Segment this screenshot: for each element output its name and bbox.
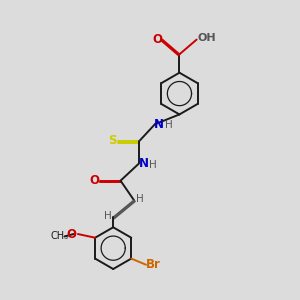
Text: O: O: [67, 227, 77, 241]
Text: OH: OH: [198, 33, 217, 43]
Text: N: N: [154, 118, 164, 131]
Text: Br: Br: [146, 258, 160, 271]
Text: CH₃: CH₃: [50, 232, 69, 242]
Text: O: O: [89, 174, 99, 187]
Text: S: S: [109, 134, 117, 147]
Text: N: N: [138, 157, 148, 170]
Text: H: H: [136, 194, 143, 204]
Text: O: O: [153, 33, 163, 46]
Text: H: H: [164, 121, 172, 130]
Text: H: H: [148, 160, 156, 170]
Text: H: H: [104, 211, 112, 221]
